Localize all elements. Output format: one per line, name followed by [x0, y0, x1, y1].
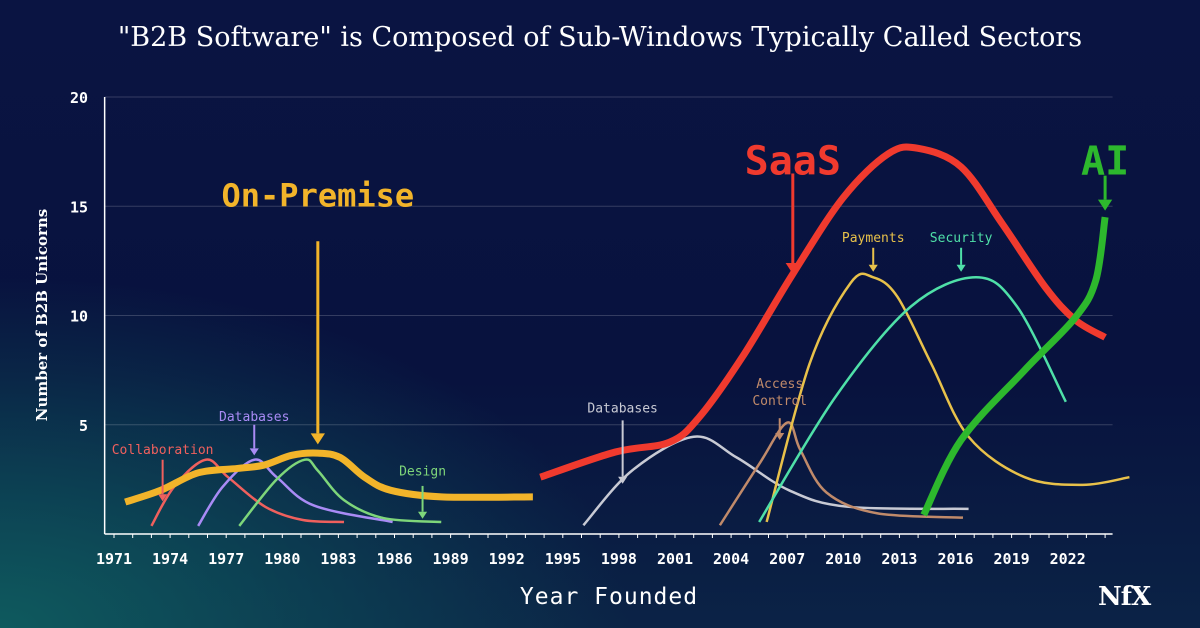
annotation-saas: SaaS — [745, 138, 841, 274]
x-tick-label: 1995 — [545, 550, 581, 568]
x-tick-label: 1983 — [320, 550, 356, 568]
series-line-ai — [920, 216, 1109, 517]
series-line-on-premise — [124, 449, 533, 506]
annotation-label: Control — [752, 394, 807, 409]
x-tick-label: 1992 — [489, 550, 525, 568]
x-tick-label: 2016 — [937, 550, 973, 568]
x-tick-label: 2019 — [994, 550, 1030, 568]
y-tick-label: 15 — [70, 198, 88, 216]
series-line-access-control — [718, 421, 964, 526]
arrow-down-icon — [1097, 199, 1113, 211]
x-tick-label: 1971 — [96, 550, 132, 568]
series-line-design — [238, 458, 442, 527]
annotation-databases: Databases — [219, 410, 289, 456]
annotation-label: Databases — [219, 410, 289, 425]
arrow-down-icon — [868, 264, 878, 272]
y-tick-label: 20 — [70, 89, 88, 107]
arrow-down-icon — [418, 511, 428, 519]
arrow-down-icon — [785, 262, 800, 274]
annotation-databases: Databases — [587, 401, 658, 484]
annotation-label: Payments — [842, 231, 905, 246]
x-tick-label: 2022 — [1050, 550, 1086, 568]
x-tick-label: 2004 — [713, 550, 749, 568]
y-tick-label: 10 — [70, 308, 88, 326]
x-tick-label: 1980 — [264, 550, 300, 568]
x-tick-label: 1986 — [376, 550, 412, 568]
arrow-down-icon — [310, 433, 325, 445]
series-line-saas — [539, 143, 1107, 481]
annotation-access-control: Access Control — [752, 377, 807, 441]
x-tick-label: 2001 — [657, 550, 693, 568]
x-tick-label: 1998 — [601, 550, 637, 568]
annotation-label: Databases — [587, 401, 657, 416]
arrow-down-icon — [249, 448, 259, 456]
series-line-payments — [765, 272, 1130, 523]
y-tick-label: 5 — [79, 417, 88, 435]
arrow-down-icon — [775, 433, 785, 441]
x-tick-label: 1977 — [208, 550, 244, 568]
annotation-on-premise: On-Premise — [222, 177, 415, 445]
annotation-label: Access — [756, 377, 803, 392]
annotation-payments: Payments — [842, 231, 905, 272]
annotation-design: Design — [399, 465, 446, 519]
series-line-security — [758, 276, 1067, 523]
x-tick-label: 2013 — [881, 550, 917, 568]
annotation-collaboration: Collaboration — [112, 443, 214, 502]
annotation-ai: AI — [1081, 138, 1129, 211]
annotation-label: On-Premise — [222, 177, 415, 215]
arrow-down-icon — [956, 264, 966, 272]
x-tick-label: 2010 — [825, 550, 861, 568]
x-axis-label: Year Founded — [519, 584, 699, 610]
chart-title: "B2B Software" is Composed of Sub-Window… — [117, 22, 1083, 53]
arrow-down-icon — [158, 494, 168, 502]
x-tick-label: 1974 — [152, 550, 188, 568]
annotation-label: Security — [930, 231, 993, 246]
annotation-label: Design — [399, 465, 446, 480]
annotation-security: Security — [930, 231, 993, 272]
x-tick-label: 2007 — [769, 550, 805, 568]
arrow-down-icon — [618, 476, 628, 484]
x-tick-label: 1989 — [433, 550, 469, 568]
series-line-databases — [582, 435, 969, 527]
nfx-logo: NfX — [1098, 582, 1151, 612]
annotation-label: Collaboration — [112, 443, 214, 458]
